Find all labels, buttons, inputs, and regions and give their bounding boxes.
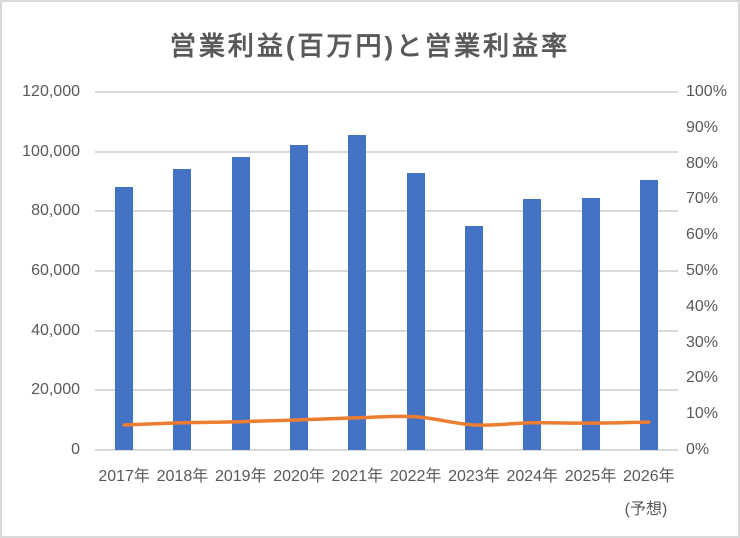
gridline [95, 150, 678, 153]
x-axis-tick-label: 2024年 [506, 468, 559, 485]
chart-title: 営業利益(百万円)と営業利益率 [169, 31, 571, 61]
bar-2018年 [173, 168, 192, 450]
bar-2019年 [231, 157, 250, 450]
gridline [95, 210, 678, 213]
left-axis-tick-label: 120,000 [22, 83, 80, 100]
x-axis-tick-label: 2026年 [623, 468, 675, 485]
left-axis-tick-label: 40,000 [31, 321, 80, 339]
left-axis-tick-label: 0 [71, 441, 80, 458]
right-axis-tick-label: 10% [686, 405, 719, 423]
bar-2025年 [581, 197, 600, 450]
bar-2020年 [290, 144, 309, 450]
x-axis-tick-label: 2021年 [331, 468, 384, 485]
x-axis-tick-label: 2019年 [214, 468, 267, 485]
bar-2026年 [639, 180, 658, 450]
right-axis-tick-label: 90% [686, 118, 719, 136]
right-axis-tick-label: 30% [686, 333, 719, 351]
right-axis-tick-label: 20% [686, 369, 719, 387]
right-axis-tick-label: 40% [686, 297, 719, 315]
right-axis-tick-label: 50% [686, 262, 719, 279]
x-axis-tick-label: 2022年 [389, 468, 442, 485]
forecast-note: (予想) [624, 501, 668, 518]
bar-2023年 [464, 225, 483, 450]
right-axis-tick-label: 80% [686, 154, 719, 172]
gridline [95, 329, 678, 332]
bar-2017年 [115, 187, 134, 450]
left-axis-tick-label: 20,000 [31, 381, 80, 399]
right-axis-tick-label: 100% [686, 83, 727, 100]
line-path [122, 414, 651, 427]
x-axis-line [95, 449, 678, 451]
bar-2024年 [523, 199, 542, 450]
x-axis-tick-label: 2018年 [156, 468, 209, 485]
x-axis-tick-label: 2023年 [448, 468, 500, 485]
bar-2021年 [348, 134, 367, 450]
gridline [95, 389, 678, 392]
right-axis-tick-label: 60% [686, 226, 719, 244]
left-axis-tick-label: 100,000 [22, 142, 80, 160]
x-axis-tick-label: 2020年 [273, 468, 325, 485]
gridline [95, 91, 678, 93]
right-axis-tick-label: 70% [686, 190, 719, 208]
x-axis-tick-label: 2025年 [564, 468, 617, 485]
left-axis-tick-label: 80,000 [31, 202, 80, 220]
gridline [95, 270, 678, 272]
right-axis-tick-label: 0% [686, 441, 710, 458]
left-axis-tick-label: 60,000 [31, 262, 80, 279]
bar-2022年 [406, 173, 425, 450]
x-axis-tick-label: 2017年 [98, 468, 150, 485]
